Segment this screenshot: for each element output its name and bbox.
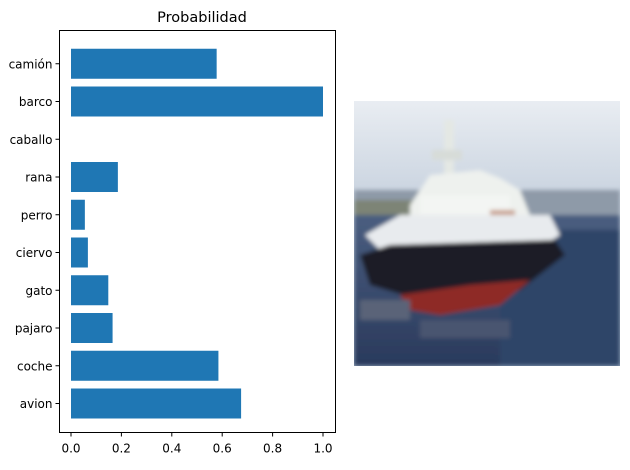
bar-rana [71, 162, 118, 192]
x-axis: 0.0 0.2 0.4 0.6 0.8 1.0 [61, 432, 333, 456]
x-tick-label: 0.8 [263, 442, 282, 456]
y-tick-label-barco: barco [19, 95, 53, 109]
bars-group [71, 48, 323, 419]
bar-perro [71, 199, 85, 230]
x-tick-label: 0.0 [61, 442, 80, 456]
y-tick-label-caballo: caballo [10, 133, 53, 147]
bar-camion [71, 48, 217, 79]
chart-title: Probabilidad [157, 10, 247, 26]
y-tick-label-camion: camión [9, 57, 53, 71]
x-tick-label: 0.2 [112, 442, 131, 456]
y-tick-label-coche: coche [17, 359, 53, 373]
ship-photo [354, 101, 620, 366]
y-axis: avion coche pajaro gato ciervo perro rana cabal… [9, 57, 60, 411]
x-tick-label: 1.0 [313, 442, 332, 456]
y-tick-label-pajaro: pajaro [15, 322, 53, 336]
bar-ciervo [71, 237, 88, 268]
y-tick-label-gato: gato [25, 284, 52, 298]
y-tick-label-rana: rana [25, 171, 52, 185]
x-tick-label: 0.6 [213, 442, 232, 456]
bar-avion [71, 388, 242, 419]
x-tick-label: 0.4 [162, 442, 181, 456]
bar-gato [71, 275, 109, 306]
bar-pajaro [71, 313, 113, 343]
y-tick-label-perro: perro [21, 208, 53, 222]
bar-coche [71, 350, 219, 381]
bar-barco [71, 86, 323, 117]
y-tick-label-avion: avion [20, 397, 53, 411]
y-tick-label-ciervo: ciervo [16, 246, 53, 260]
